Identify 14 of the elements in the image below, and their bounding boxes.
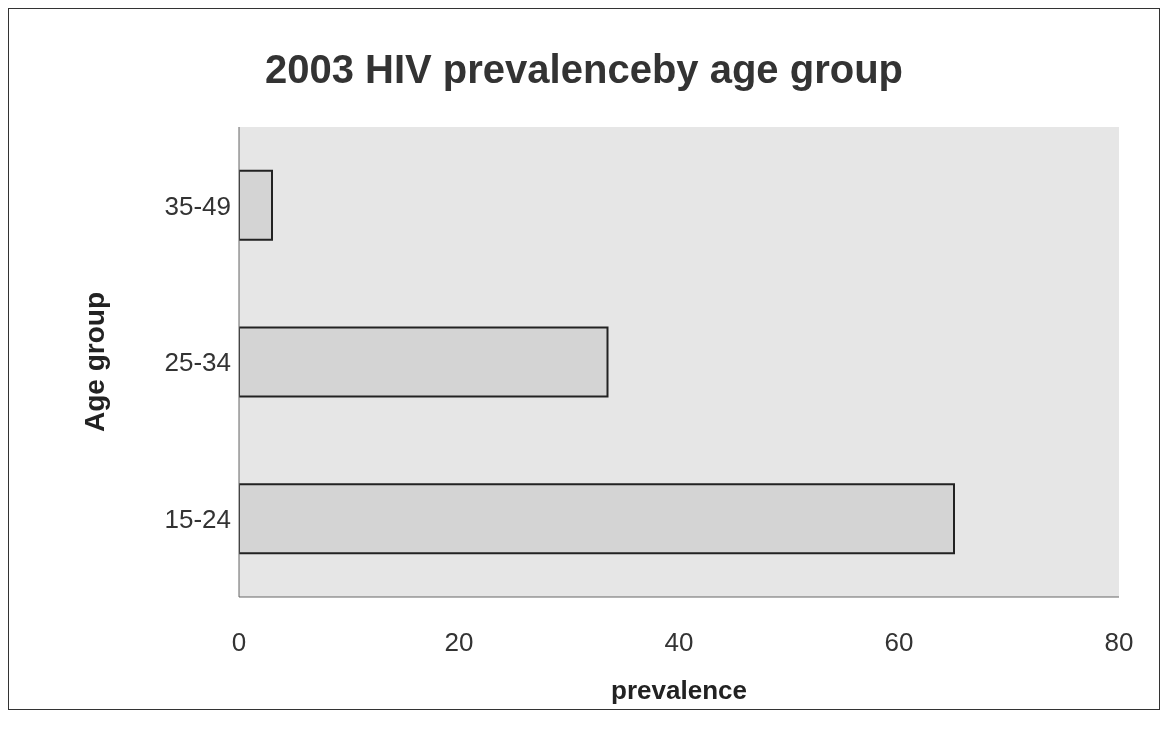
x-axis-title: prevalence <box>611 675 747 705</box>
bar <box>239 169 273 241</box>
chart-title: 2003 HIV prevalenceby age group <box>263 46 904 93</box>
x-tick-label: 60 <box>884 627 914 658</box>
x-tick-label: 40 <box>664 627 694 658</box>
y-tick-label: 25-34 <box>164 347 231 378</box>
bar <box>239 483 955 555</box>
x-tick-label: 20 <box>444 627 474 658</box>
y-tick-label: 15-24 <box>164 503 231 534</box>
bar <box>239 326 609 398</box>
y-tick-label: 35-49 <box>164 190 231 221</box>
x-tick-label: 0 <box>231 627 247 658</box>
y-axis-title: Age group <box>78 292 110 432</box>
x-tick-label: 80 <box>1104 627 1134 658</box>
